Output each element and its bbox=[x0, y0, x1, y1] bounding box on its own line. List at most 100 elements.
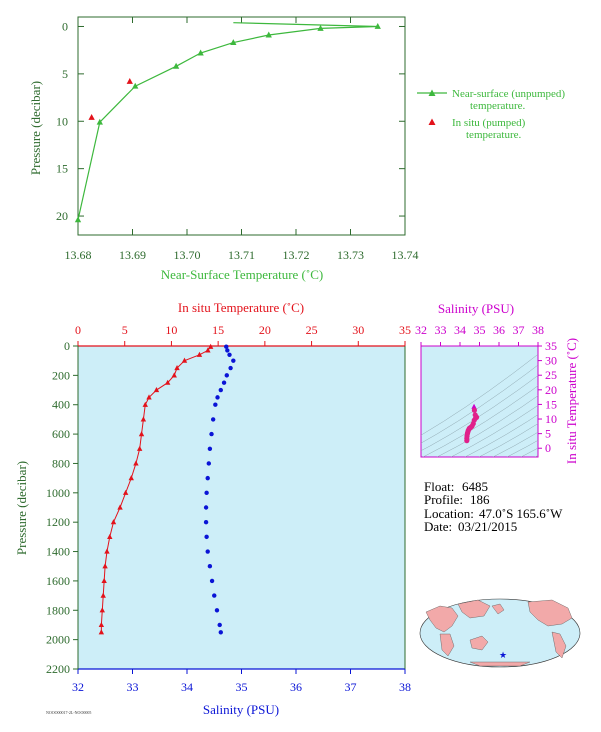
salinity-axis-label: Salinity (PSU) bbox=[203, 702, 279, 717]
pressure-tick-label: 2000 bbox=[46, 633, 70, 647]
top-x-tick-label: 13.73 bbox=[337, 248, 364, 262]
temperature-point bbox=[136, 445, 143, 451]
top-x-tick-label: 13.69 bbox=[119, 248, 146, 262]
salinity-point bbox=[217, 622, 222, 628]
date-label: Date: bbox=[424, 519, 452, 534]
salinity-point bbox=[221, 380, 227, 385]
top-y-tick-label: 15 bbox=[56, 162, 68, 176]
salinity-point bbox=[231, 358, 236, 363]
temperature-axis-label: In situ Temperature (˚C) bbox=[178, 300, 304, 315]
legend-item-in-situ: In situ (pumped) temperature. bbox=[452, 117, 526, 141]
ts-y-tick-label: 0 bbox=[545, 441, 551, 455]
temperature-point bbox=[181, 357, 188, 363]
top-plot-frame bbox=[77, 16, 406, 236]
top-y-tick-label: 5 bbox=[62, 67, 68, 81]
temperature-point bbox=[138, 431, 145, 437]
salinity-point bbox=[203, 505, 209, 510]
ts-x-tick-label: 35 bbox=[474, 323, 486, 337]
profile-label: Profile: bbox=[424, 492, 463, 507]
legend-item-near-surface: Near-surface (unpumped) temperature. bbox=[452, 88, 565, 112]
density-contour bbox=[450, 405, 538, 457]
temperature-point bbox=[104, 548, 110, 554]
salinity-point bbox=[206, 461, 211, 466]
density-contour bbox=[492, 431, 538, 457]
pressure-tick-label: 200 bbox=[52, 368, 70, 382]
salinity-point bbox=[207, 446, 213, 451]
near-surface-point bbox=[197, 49, 204, 56]
ts-x-axis-label: Salinity (PSU) bbox=[438, 301, 514, 316]
temperature-point bbox=[107, 533, 113, 539]
profile-chart: 0 5 10 15 20 25 30 35 32 33 34 35 36 37 38 0 200 400 600… bbox=[14, 300, 411, 717]
near-surface-point bbox=[96, 118, 103, 125]
salinity-point bbox=[213, 402, 218, 407]
float-info: Float: 6485 Profile: 186 Location: 47.0˚… bbox=[424, 479, 563, 534]
ts-point bbox=[464, 438, 470, 444]
ts-point bbox=[471, 407, 478, 413]
temperature-point bbox=[98, 621, 105, 628]
temperature-point bbox=[133, 460, 139, 466]
salinity-point bbox=[227, 352, 232, 358]
temperature-point bbox=[110, 519, 117, 525]
profile-value: 186 bbox=[470, 492, 490, 507]
ts-plot-frame bbox=[420, 345, 539, 458]
ts-x-tick-label: 34 bbox=[454, 323, 466, 337]
temperature-point bbox=[100, 592, 106, 598]
near-surface-point bbox=[317, 24, 324, 31]
top-x-tick-label: 13.74 bbox=[392, 248, 419, 262]
salinity-point bbox=[204, 534, 209, 540]
salinity-tick-label: 32 bbox=[72, 680, 84, 694]
top-x-tick-label: 13.68 bbox=[65, 248, 92, 262]
salinity-point bbox=[210, 417, 216, 422]
ts-y-tick-label: 15 bbox=[545, 397, 557, 411]
pressure-tick-label: 1400 bbox=[46, 545, 70, 559]
temperature-point bbox=[101, 577, 107, 584]
top-legend: Near-surface (unpumped) temperature. In s… bbox=[417, 88, 565, 141]
location-label: Location: bbox=[424, 506, 474, 521]
ts-y-tick-label: 25 bbox=[545, 368, 557, 382]
salinity-point bbox=[224, 344, 229, 349]
map-land bbox=[425, 599, 573, 667]
top-y-axis-label: Pressure (decibar) bbox=[28, 81, 43, 175]
salinity-point bbox=[215, 395, 220, 400]
pressure-tick-label: 1600 bbox=[46, 574, 70, 588]
ts-y-tick-label: 5 bbox=[545, 427, 551, 441]
pressure-tick-label: 600 bbox=[52, 427, 70, 441]
profile-plot-bg bbox=[78, 346, 405, 669]
temperature-point bbox=[205, 347, 211, 353]
density-contour bbox=[506, 440, 538, 457]
salinity-point bbox=[218, 387, 223, 393]
temperature-point bbox=[122, 489, 129, 495]
near-surface-point bbox=[74, 216, 82, 223]
ts-y-tick-label: 35 bbox=[545, 339, 557, 353]
pressure-tick-label: 1200 bbox=[46, 515, 70, 529]
ts-x-tick-label: 33 bbox=[435, 323, 447, 337]
temperature-point bbox=[196, 351, 203, 357]
salinity-point bbox=[209, 431, 214, 437]
salinity-point bbox=[214, 608, 220, 613]
salinity-tick-label: 36 bbox=[290, 680, 302, 694]
world-map: ★ bbox=[419, 598, 581, 668]
ts-x-tick-label: 38 bbox=[532, 323, 544, 337]
salinity-tick-label: 37 bbox=[345, 680, 357, 694]
density-contour bbox=[436, 395, 538, 457]
salinity-point bbox=[224, 373, 229, 378]
salinity-tick-label: 34 bbox=[181, 680, 193, 694]
footer-tag: NOOO00017-2L-NOO0005 bbox=[46, 710, 91, 715]
density-contour bbox=[421, 353, 538, 436]
temperature-tick-label: 20 bbox=[259, 323, 271, 337]
temperature-point bbox=[98, 629, 105, 635]
temperature-tick-label: 5 bbox=[122, 323, 128, 337]
pressure-tick-label: 2200 bbox=[46, 662, 70, 676]
top-x-tick-label: 13.72 bbox=[283, 248, 310, 262]
temperature-point bbox=[164, 379, 171, 385]
ts-x-tick-label: 32 bbox=[415, 323, 427, 337]
temperature-point bbox=[207, 343, 214, 349]
pressure-tick-label: 0 bbox=[64, 339, 70, 353]
salinity-point bbox=[228, 365, 233, 371]
temperature-point bbox=[128, 475, 134, 481]
salinity-tick-label: 35 bbox=[236, 680, 248, 694]
top-x-tick-label: 13.71 bbox=[228, 248, 255, 262]
near-surface-point bbox=[132, 82, 139, 89]
ts-y-tick-label: 10 bbox=[545, 412, 557, 426]
